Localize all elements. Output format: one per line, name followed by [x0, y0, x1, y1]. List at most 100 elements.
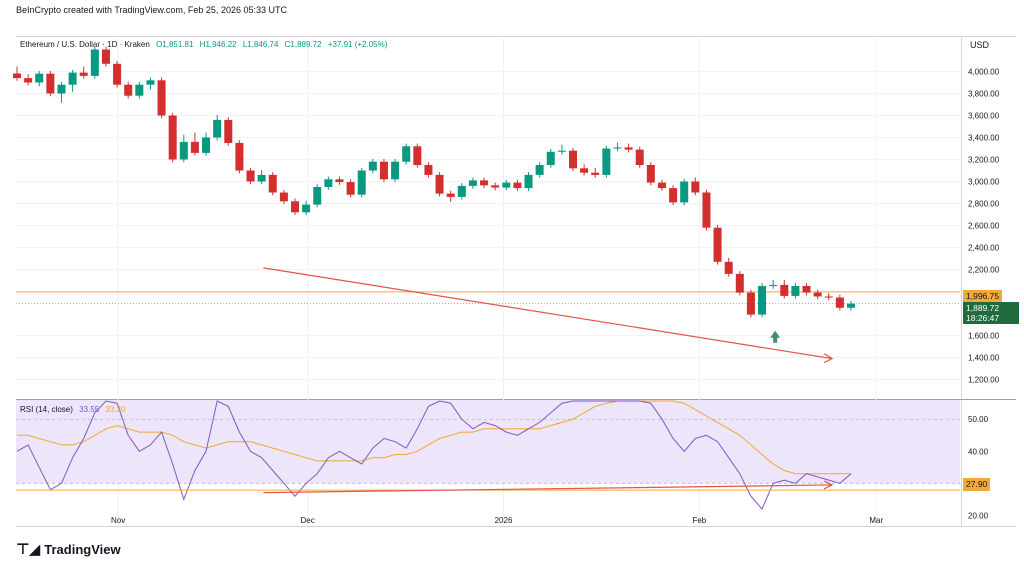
candle-body: [357, 170, 366, 195]
candle-body: [791, 286, 800, 296]
candle-up: [468, 177, 477, 189]
candle-body: [813, 292, 822, 297]
rsi-axis-label: 40.00: [968, 447, 989, 456]
candle-down: [101, 46, 110, 67]
candle-body: [391, 161, 400, 180]
candle-body: [35, 73, 44, 83]
candle-body: [724, 261, 733, 274]
candle-down: [813, 289, 822, 300]
candle-body: [835, 297, 844, 308]
candle-down: [268, 172, 277, 196]
candle-down: [413, 143, 422, 168]
price-axis-label: 1,200.00: [968, 376, 1000, 385]
price-axis-label: 3,400.00: [968, 134, 1000, 143]
candle-body: [824, 296, 833, 298]
rsi-trendline-arrowhead: [823, 480, 834, 490]
candle-body: [624, 147, 633, 150]
candle-body: [446, 193, 455, 197]
rsi-axis-label: 20.00: [968, 511, 989, 520]
candle-body: [769, 284, 778, 286]
candle-body: [846, 303, 856, 308]
candle-body: [435, 174, 444, 194]
tradingview-brand[interactable]: ⊤◢ TradingView: [16, 540, 121, 558]
candle-body: [202, 137, 211, 153]
candle-up: [57, 81, 66, 103]
candle-up: [146, 77, 155, 90]
rsi-ma-value: 33.30: [105, 405, 126, 414]
rsi-support-tag: 27.90: [963, 478, 991, 491]
candle-down: [691, 177, 700, 196]
candle-body: [591, 172, 600, 175]
candle-up: [302, 200, 311, 216]
candle-down: [113, 61, 122, 88]
candle-body: [257, 174, 266, 182]
candle-body: [735, 273, 744, 293]
candle-body: [691, 181, 700, 193]
rsi-band: [16, 400, 960, 484]
candle-down: [646, 162, 655, 186]
candle-down: [635, 146, 644, 168]
candle-body: [713, 227, 722, 262]
candle-up: [68, 69, 77, 92]
candle-body: [491, 185, 500, 188]
candle-up: [391, 158, 400, 183]
change-value: +37.91 (+2.05%): [327, 40, 388, 49]
candle-down: [335, 176, 344, 185]
candle-body: [290, 201, 300, 213]
candle-up: [602, 145, 611, 178]
x-axis-label: Mar: [869, 516, 883, 525]
candle-down: [491, 182, 500, 191]
candle-body: [402, 146, 411, 162]
last-price-value: 1,889.72: [966, 303, 1000, 313]
candle-body: [379, 161, 388, 180]
candle-body: [179, 141, 188, 160]
candle-down: [190, 132, 199, 156]
candle-down: [168, 112, 177, 163]
x-axis-label: Feb: [692, 516, 706, 525]
candle-body: [368, 161, 377, 171]
up-arrow-icon: [770, 330, 781, 343]
candle-body: [513, 182, 522, 189]
candle-body: [168, 115, 177, 160]
candle-up: [546, 149, 555, 168]
candle-up: [313, 184, 322, 208]
price-axis-label: 2,600.00: [968, 222, 1000, 231]
candle-body: [635, 149, 644, 165]
candle-body: [157, 80, 166, 116]
x-axis-label: Dec: [301, 516, 315, 525]
brand-name: TradingView: [44, 541, 121, 557]
pane-divider[interactable]: [16, 399, 1016, 400]
candle-body: [468, 180, 477, 186]
candle-body: [190, 141, 199, 153]
candle-body: [268, 174, 277, 193]
candle-down: [12, 66, 22, 81]
candle-body: [802, 286, 811, 293]
candle-down: [780, 279, 789, 299]
price-axis-label: 2,200.00: [968, 266, 1000, 275]
candle-body: [46, 73, 55, 94]
open-value: O1,851.81: [156, 40, 194, 49]
last-price-tag: 1,889.72 18:26:47: [963, 302, 1019, 324]
candle-body: [101, 49, 110, 64]
rsi-title: RSI (14, close): [20, 405, 73, 414]
candle-down: [702, 189, 711, 231]
candle-body: [746, 292, 755, 315]
candle-body: [480, 180, 489, 186]
price-axis-label: 2,800.00: [968, 200, 1000, 209]
candle-up: [357, 167, 366, 198]
candle-down: [279, 189, 288, 205]
candle-body: [602, 148, 611, 175]
candle-down: [290, 198, 300, 216]
candle-down: [746, 289, 755, 318]
price-axis-label: 3,800.00: [968, 90, 1000, 99]
candle-body: [568, 150, 578, 169]
price-trendline-arrowhead: [823, 353, 834, 364]
candle-down: [657, 179, 666, 191]
candle-down: [713, 224, 722, 265]
currency-label[interactable]: USD: [970, 40, 990, 50]
candle-down: [46, 70, 55, 97]
candle-down: [824, 293, 833, 301]
right-axis-divider: [961, 36, 962, 526]
candle-body: [546, 151, 555, 165]
